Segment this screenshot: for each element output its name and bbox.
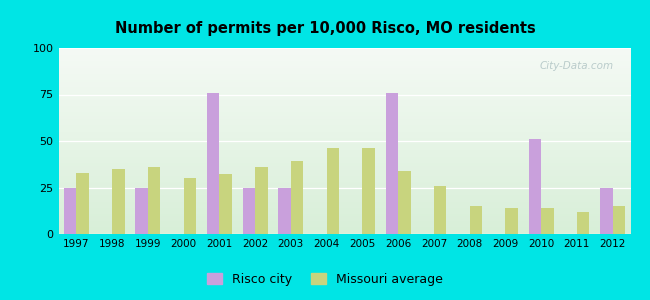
- Bar: [434, 186, 447, 234]
- Bar: [242, 188, 255, 234]
- Bar: [135, 188, 148, 234]
- Bar: [207, 93, 220, 234]
- Bar: [398, 171, 411, 234]
- Bar: [469, 206, 482, 234]
- Bar: [541, 208, 554, 234]
- Bar: [385, 93, 398, 234]
- Bar: [255, 167, 268, 234]
- Bar: [577, 212, 590, 234]
- Bar: [363, 148, 375, 234]
- Text: Number of permits per 10,000 Risco, MO residents: Number of permits per 10,000 Risco, MO r…: [114, 21, 536, 36]
- Bar: [326, 148, 339, 234]
- Bar: [278, 188, 291, 234]
- Bar: [528, 139, 541, 234]
- Bar: [612, 206, 625, 234]
- Bar: [506, 208, 518, 234]
- Bar: [148, 167, 161, 234]
- Bar: [112, 169, 125, 234]
- Bar: [600, 188, 612, 234]
- Text: City-Data.com: City-Data.com: [540, 61, 614, 71]
- Bar: [183, 178, 196, 234]
- Bar: [77, 172, 89, 234]
- Bar: [64, 188, 77, 234]
- Bar: [291, 161, 304, 234]
- Bar: [220, 175, 232, 234]
- Legend: Risco city, Missouri average: Risco city, Missouri average: [202, 268, 448, 291]
